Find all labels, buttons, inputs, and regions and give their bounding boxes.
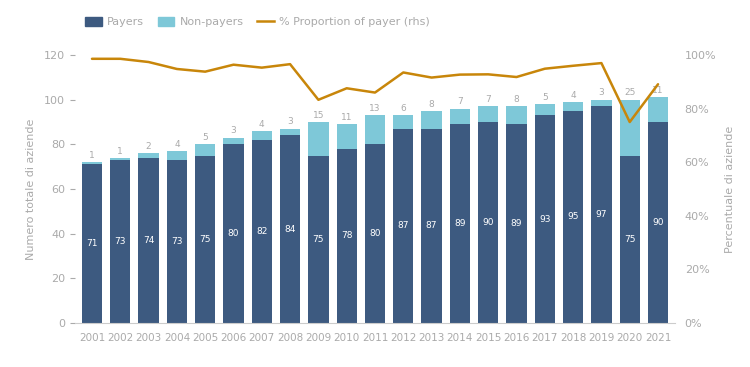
Text: 87: 87: [398, 221, 409, 230]
Bar: [337, 149, 357, 323]
Text: 3: 3: [598, 88, 604, 98]
Bar: [308, 156, 328, 323]
Bar: [224, 138, 244, 144]
Text: 2: 2: [146, 142, 152, 151]
Text: 80: 80: [228, 229, 239, 238]
Text: 3: 3: [230, 126, 236, 135]
Bar: [478, 106, 499, 122]
Text: 4: 4: [174, 140, 180, 149]
Text: 25: 25: [624, 88, 635, 98]
Text: 95: 95: [567, 212, 579, 221]
Bar: [364, 115, 386, 144]
Text: 73: 73: [171, 237, 183, 246]
Bar: [195, 144, 215, 156]
Text: 5: 5: [542, 93, 548, 102]
Text: 89: 89: [454, 219, 466, 228]
Bar: [280, 135, 300, 323]
Bar: [620, 100, 640, 156]
Bar: [224, 144, 244, 323]
Text: 97: 97: [596, 210, 608, 219]
Bar: [251, 131, 272, 140]
Bar: [110, 160, 130, 323]
Text: 75: 75: [624, 235, 635, 244]
Text: 11: 11: [341, 113, 352, 122]
Text: 15: 15: [313, 111, 324, 120]
Text: 90: 90: [482, 218, 494, 227]
Y-axis label: Numero totale di aziende: Numero totale di aziende: [26, 118, 36, 260]
Bar: [648, 98, 668, 122]
Bar: [478, 122, 499, 323]
Bar: [535, 115, 555, 323]
Bar: [563, 111, 584, 323]
Text: 84: 84: [284, 225, 296, 234]
Text: 8: 8: [429, 99, 434, 109]
Text: 13: 13: [369, 104, 381, 113]
Y-axis label: Percentuale di aziende: Percentuale di aziende: [724, 126, 735, 252]
Text: 4: 4: [259, 120, 265, 129]
Text: 80: 80: [369, 229, 381, 238]
Bar: [422, 129, 442, 323]
Text: 7: 7: [485, 95, 491, 104]
Bar: [139, 158, 159, 323]
Bar: [506, 124, 526, 323]
Bar: [591, 106, 611, 323]
Text: 1: 1: [118, 146, 123, 156]
Bar: [450, 124, 470, 323]
Text: 75: 75: [200, 235, 211, 244]
Bar: [450, 109, 470, 124]
Text: 4: 4: [570, 91, 576, 100]
Legend: Payers, Non-payers, % Proportion of payer (rhs): Payers, Non-payers, % Proportion of paye…: [80, 12, 434, 32]
Text: 82: 82: [256, 227, 268, 236]
Bar: [393, 129, 413, 323]
Bar: [535, 104, 555, 115]
Text: 1: 1: [89, 151, 94, 160]
Text: 93: 93: [539, 215, 550, 224]
Text: 8: 8: [514, 95, 520, 104]
Bar: [337, 124, 357, 149]
Bar: [166, 151, 187, 160]
Bar: [422, 111, 442, 129]
Text: 90: 90: [652, 218, 664, 227]
Bar: [591, 100, 611, 106]
Text: 3: 3: [287, 117, 293, 127]
Text: 7: 7: [457, 97, 463, 106]
Bar: [251, 140, 272, 323]
Bar: [82, 162, 102, 164]
Bar: [195, 156, 215, 323]
Bar: [506, 106, 526, 124]
Bar: [308, 122, 328, 156]
Bar: [139, 153, 159, 158]
Bar: [110, 158, 130, 160]
Text: 78: 78: [341, 231, 352, 240]
Text: 71: 71: [86, 239, 98, 248]
Text: 75: 75: [313, 235, 324, 244]
Text: 11: 11: [652, 86, 664, 95]
Bar: [648, 122, 668, 323]
Text: 87: 87: [426, 221, 437, 230]
Text: 6: 6: [400, 104, 406, 113]
Bar: [620, 156, 640, 323]
Bar: [364, 144, 386, 323]
Bar: [280, 129, 300, 135]
Text: 5: 5: [202, 133, 208, 142]
Bar: [563, 102, 584, 111]
Text: 89: 89: [511, 219, 522, 228]
Bar: [166, 160, 187, 323]
Bar: [82, 164, 102, 323]
Text: 73: 73: [115, 237, 126, 246]
Text: 74: 74: [143, 236, 154, 245]
Bar: [393, 115, 413, 129]
